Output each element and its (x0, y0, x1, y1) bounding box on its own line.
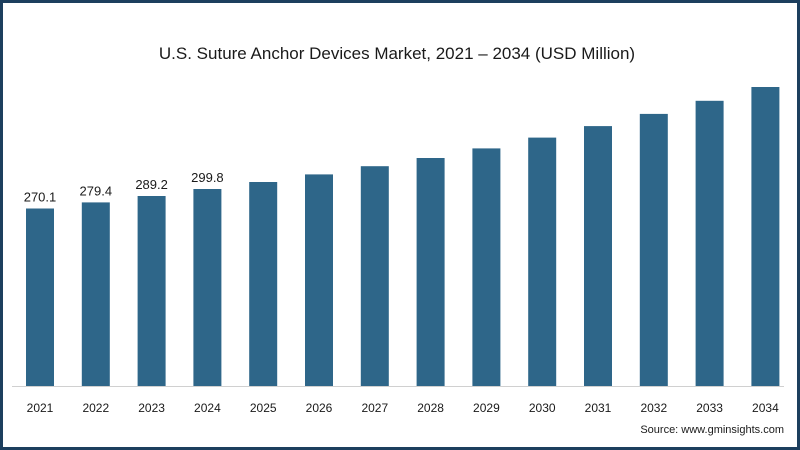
x-tick-2034: 2034 (752, 401, 779, 415)
bar-2033 (695, 100, 724, 387)
x-tick-2021: 2021 (27, 401, 54, 415)
x-tick-2025: 2025 (250, 401, 277, 415)
x-tick-2022: 2022 (82, 401, 109, 415)
bar-2025 (249, 182, 278, 386)
x-tick-2023: 2023 (138, 401, 165, 415)
data-label-2022: 279.4 (80, 183, 113, 198)
x-tick-2029: 2029 (473, 401, 500, 415)
bar-2030 (528, 137, 557, 386)
source-note: Source: www.gminsights.com (640, 424, 784, 436)
x-tick-2027: 2027 (361, 401, 388, 415)
data-label-2021: 270.1 (24, 190, 57, 205)
x-tick-2033: 2033 (696, 401, 723, 415)
x-tick-2028: 2028 (417, 401, 444, 415)
bars-group (26, 87, 780, 387)
x-tick-2030: 2030 (529, 401, 556, 415)
bar-2021 (26, 208, 54, 386)
data-label-2024: 299.8 (191, 170, 224, 185)
chart-title: U.S. Suture Anchor Devices Market, 2021 … (158, 44, 636, 63)
bar-2028 (416, 158, 445, 386)
bar-2034 (751, 87, 780, 386)
bar-2022 (81, 202, 110, 386)
x-tick-2024: 2024 (194, 401, 221, 415)
x-tick-2032: 2032 (640, 401, 667, 415)
bar-2026 (305, 174, 333, 386)
x-tick-2026: 2026 (306, 401, 333, 415)
x-tick-labels-group: 2021 2022 2023 2024 2025 2026 2027 2028 2029 2030… (27, 401, 779, 415)
bar-2023 (137, 196, 166, 386)
bar-2032 (639, 113, 668, 387)
data-label-2023: 289.2 (135, 177, 168, 192)
x-tick-2031: 2031 (585, 401, 612, 415)
bar-2024 (193, 189, 222, 386)
data-labels-group: 270.1 279.4 289.2 299.8 (24, 170, 224, 205)
bar-2029 (472, 148, 501, 386)
bar-2031 (584, 126, 612, 386)
bar-2027 (360, 166, 389, 386)
